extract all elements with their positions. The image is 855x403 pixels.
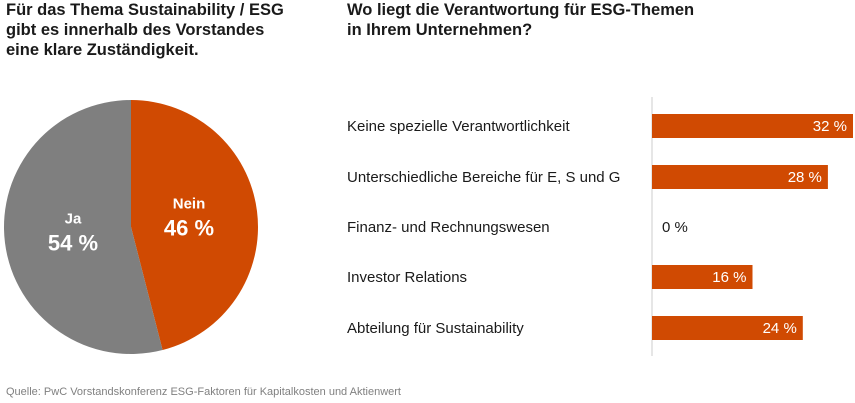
pie-chart-title: Für das Thema Sustainability / ESG gibt … <box>6 0 326 60</box>
bar-value-label: 24 % <box>763 320 797 337</box>
bar-title-line-2: in Ihrem Unternehmen? <box>347 21 533 39</box>
pie-title-line-3: eine klare Zuständigkeit. <box>6 41 199 59</box>
bar-value-label: 0 % <box>662 219 688 236</box>
category-label: Finanz- und Rechnungswesen <box>347 219 550 236</box>
pie-slice-ja <box>3 100 163 354</box>
pie-label-nein: Nein <box>173 196 206 213</box>
pie-title-line-1: Für das Thema Sustainability / ESG <box>6 1 284 19</box>
category-label: Unterschiedliche Bereiche für E, S und G <box>347 169 620 186</box>
bar-value-label: 32 % <box>813 118 847 135</box>
bar-value-label: 28 % <box>788 169 822 186</box>
category-label: Keine spezielle Verantwortlichkeit <box>347 118 570 135</box>
pie-chart: Nein 46 % Ja 54 % <box>3 100 258 354</box>
bar-chart-title: Wo liegt die Verantwortung für ESG-Theme… <box>347 0 827 40</box>
pie-value-ja: 54 % <box>48 230 98 255</box>
bar-value-label: 16 % <box>712 269 746 286</box>
category-label: Investor Relations <box>347 269 467 286</box>
category-label: Abteilung für Sustainability <box>347 320 524 337</box>
bar <box>652 165 828 189</box>
bar <box>652 114 853 138</box>
bar-title-line-1: Wo liegt die Verantwortung für ESG-Theme… <box>347 1 695 19</box>
pie-label-ja: Ja <box>65 210 82 227</box>
source-note: Quelle: PwC Vorstandskonferenz ESG-Fakto… <box>6 386 401 398</box>
pie-value-nein: 46 % <box>164 216 214 241</box>
pie-slice-nein <box>131 100 258 351</box>
pie-title-line-2: gibt es innerhalb des Vorstandes <box>6 21 265 39</box>
bar <box>652 265 753 289</box>
bar <box>652 316 803 340</box>
